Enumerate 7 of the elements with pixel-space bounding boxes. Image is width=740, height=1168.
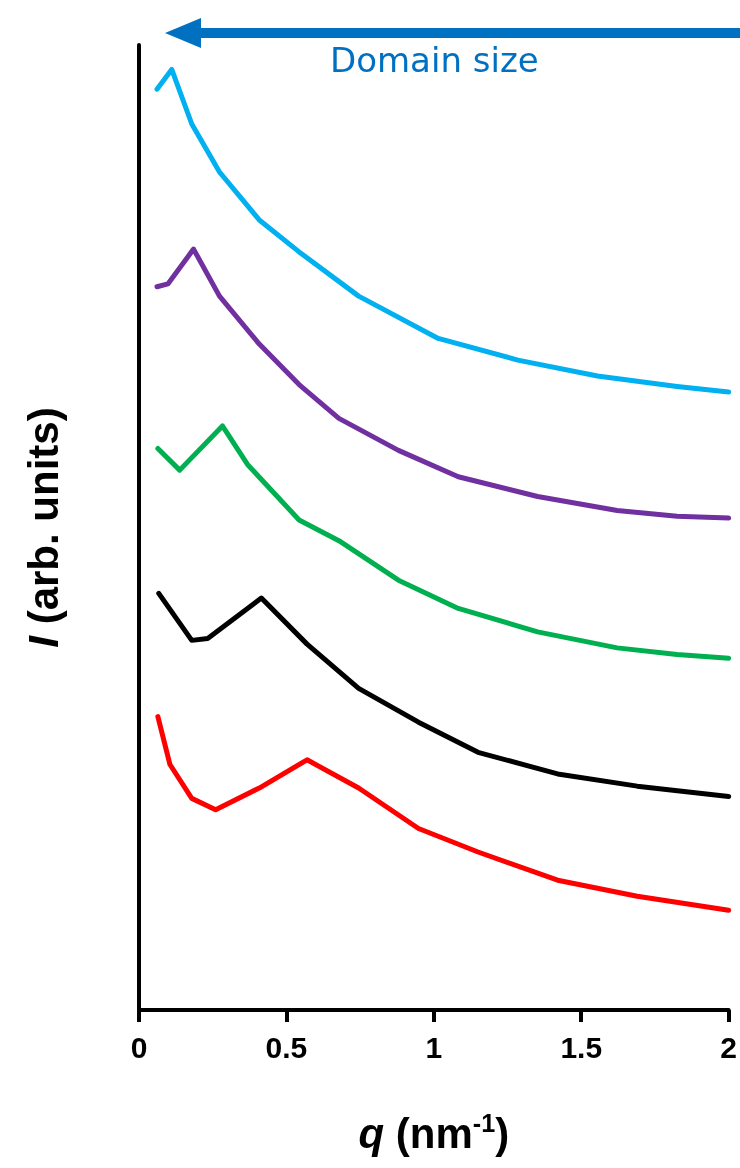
- x-tick-label: 1.5: [560, 1030, 603, 1064]
- x-tick-label: 1: [425, 1030, 443, 1064]
- y-axis-title: I (arb. units): [19, 407, 67, 648]
- annotation: Domain size: [330, 40, 539, 80]
- x-tick-label: 0: [130, 1030, 148, 1064]
- x-tick-label: 0.5: [265, 1030, 308, 1064]
- x-tick-label: 2: [720, 1030, 737, 1064]
